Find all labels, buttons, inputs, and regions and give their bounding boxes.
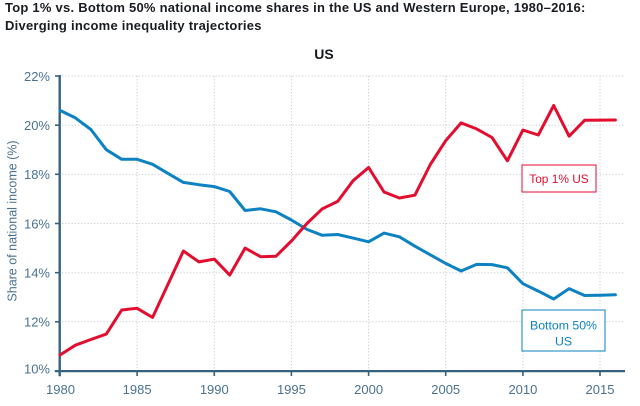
svg-text:22%: 22% bbox=[24, 69, 50, 84]
svg-text:Bottom 50%: Bottom 50% bbox=[530, 318, 597, 332]
svg-text:Share of national income (%): Share of national income (%) bbox=[6, 140, 20, 301]
svg-text:1995: 1995 bbox=[277, 382, 306, 397]
svg-text:2005: 2005 bbox=[431, 382, 460, 397]
svg-text:10%: 10% bbox=[24, 362, 50, 377]
svg-text:Top 1% US: Top 1% US bbox=[529, 172, 589, 186]
svg-text:12%: 12% bbox=[24, 315, 50, 330]
svg-text:18%: 18% bbox=[24, 167, 50, 182]
svg-text:2010: 2010 bbox=[508, 382, 537, 397]
svg-text:2015: 2015 bbox=[586, 382, 615, 397]
svg-text:1990: 1990 bbox=[200, 382, 229, 397]
svg-text:16%: 16% bbox=[24, 216, 50, 231]
svg-text:US: US bbox=[555, 335, 572, 349]
svg-text:2000: 2000 bbox=[354, 382, 383, 397]
svg-text:1985: 1985 bbox=[123, 382, 152, 397]
svg-text:14%: 14% bbox=[24, 266, 50, 281]
svg-text:1980: 1980 bbox=[46, 382, 75, 397]
svg-text:20%: 20% bbox=[24, 118, 50, 133]
